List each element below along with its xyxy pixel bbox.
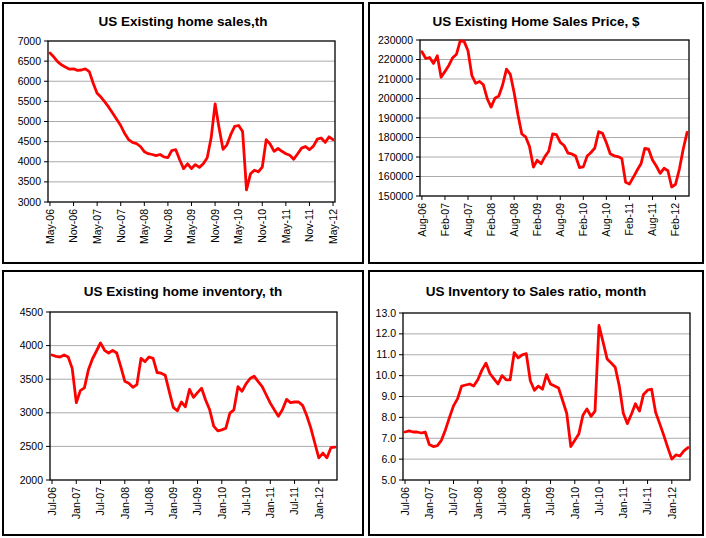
series-line-inventory-to-sales-ratio xyxy=(405,326,688,460)
series-line-existing-home-inventory xyxy=(52,343,335,458)
y-axis-label: 5000 xyxy=(18,115,42,127)
x-axis-label: Jan-09 xyxy=(520,487,532,519)
x-axis-label: Aug-10 xyxy=(600,203,612,237)
y-axis-label: 190000 xyxy=(378,112,413,124)
x-axis-label: Jul-07 xyxy=(447,487,459,516)
x-axis-label: Nov-06 xyxy=(67,209,79,243)
x-axis-label: May-08 xyxy=(138,209,150,244)
panel-existing-home-sales-price: US Existing Home Sales Price, $ 23000022… xyxy=(368,2,704,264)
y-axis-label: 3000 xyxy=(20,406,44,418)
y-axis-label: 150000 xyxy=(378,190,413,202)
y-axis-label: 6500 xyxy=(18,55,42,67)
series-line-existing-home-sales-price xyxy=(422,41,687,187)
y-axis-label: 7.0 xyxy=(381,432,396,444)
x-axis-label: Feb-12 xyxy=(669,203,681,236)
x-axis-label: Jan-08 xyxy=(472,487,484,519)
y-axis-label: 3500 xyxy=(20,373,44,385)
y-axis-label: 2500 xyxy=(20,440,44,452)
x-axis-label: Jan-09 xyxy=(167,487,179,519)
x-axis-label: Feb-10 xyxy=(577,203,589,236)
y-axis-label: 170000 xyxy=(378,151,413,163)
panel-existing-home-inventory: US Existing home inventory, th 450040003… xyxy=(2,270,364,536)
y-axis-label: 180000 xyxy=(378,131,413,143)
y-axis-label: 200000 xyxy=(378,92,413,104)
x-axis-label: Jan-07 xyxy=(423,487,435,519)
x-axis-label: Jan-10 xyxy=(569,487,581,519)
y-axis-label: 3000 xyxy=(18,196,42,208)
y-axis-label: 13.0 xyxy=(376,307,397,319)
x-axis-label: May-10 xyxy=(232,209,244,244)
x-axis-label: Jul-09 xyxy=(544,487,556,516)
housing-charts-figure: US Existing home sales,th 70006500600055… xyxy=(0,0,706,538)
x-axis-label: May-11 xyxy=(280,209,292,243)
chart-canvas-sales: 700065006000550050004500400035003000May-… xyxy=(4,4,362,262)
x-axis-label: Nov-09 xyxy=(209,209,221,243)
x-axis-label: Jul-08 xyxy=(496,487,508,516)
y-axis-label: 7000 xyxy=(18,35,42,47)
y-axis-label: 11.0 xyxy=(376,348,396,360)
chart-canvas-inventory: 4500 4000 3500 3000 2500 2000Jul-06 Jan-07 Jul-… xyxy=(4,272,362,534)
y-axis-label: 2000 xyxy=(20,474,44,486)
y-axis-label: 4000 xyxy=(18,155,42,167)
x-axis-label: Aug-06 xyxy=(416,203,428,237)
x-axis-label: Jul-07 xyxy=(94,487,106,516)
y-axis-label: 210000 xyxy=(378,73,413,85)
chart-canvas-price: 230000 220000 210000 200000 190000 180000 1700… xyxy=(370,4,702,262)
x-axis-label: Feb-09 xyxy=(531,203,543,236)
x-axis-label: Feb-07 xyxy=(439,203,451,236)
y-axis-label: 220000 xyxy=(378,53,413,65)
x-axis-label: Nov-10 xyxy=(256,209,268,243)
y-axis-label: 4000 xyxy=(20,339,44,351)
y-axis-label: 8.0 xyxy=(381,411,396,423)
x-axis-label: Jan-08 xyxy=(119,487,131,519)
x-axis-label: Jul-10 xyxy=(593,487,605,516)
x-axis-label: Aug-11 xyxy=(646,203,658,236)
y-axis-label: 3500 xyxy=(18,175,42,187)
y-axis-label: 230000 xyxy=(378,34,413,46)
y-axis-label: 6.0 xyxy=(381,453,396,465)
y-axis-label: 4500 xyxy=(18,135,42,147)
x-axis-label: Jan-11 xyxy=(264,487,276,518)
x-axis-label: Jul-10 xyxy=(240,487,252,516)
y-axis-label: 5500 xyxy=(18,95,42,107)
x-axis-label: Jul-06 xyxy=(46,487,58,516)
x-axis-label: Jan-12 xyxy=(666,487,678,519)
x-axis-label: Nov-11 xyxy=(303,209,315,242)
x-axis-label: May-12 xyxy=(327,209,339,244)
y-axis-label: 9.0 xyxy=(381,390,396,402)
x-axis-label: Aug-09 xyxy=(554,203,566,237)
x-axis-label: Feb-08 xyxy=(485,203,497,236)
x-axis-label: Jan-11 xyxy=(617,487,629,518)
x-axis-label: Jan-12 xyxy=(313,487,325,519)
y-axis-label: 10.0 xyxy=(376,369,397,381)
x-axis-label: May-07 xyxy=(91,209,103,244)
x-axis-label: Jul-08 xyxy=(143,487,155,516)
x-axis-label: Feb-11 xyxy=(623,203,635,236)
x-axis-label: Jul-06 xyxy=(399,487,411,516)
panel-inventory-to-sales-ratio: US Inventory to Sales ratio, month 13.01… xyxy=(368,270,704,536)
y-axis-label: 12.0 xyxy=(376,327,397,339)
x-axis-label: Nov-08 xyxy=(162,209,174,243)
x-axis-label: Nov-07 xyxy=(115,209,127,243)
x-axis-label: Aug-07 xyxy=(462,203,474,237)
y-axis-label: 5.0 xyxy=(381,474,396,486)
x-axis-label: May-06 xyxy=(44,209,56,244)
x-axis-label: Jan-07 xyxy=(70,487,82,519)
y-axis-label: 6000 xyxy=(18,75,42,87)
y-axis-label: 160000 xyxy=(378,170,413,182)
y-axis-label: 4500 xyxy=(20,306,44,318)
x-axis-label: Aug-08 xyxy=(508,203,520,237)
x-axis-label: Jul-11 xyxy=(641,487,653,515)
x-axis-label: Jul-11 xyxy=(288,487,300,515)
x-axis-label: May-09 xyxy=(185,209,197,244)
panel-existing-home-sales: US Existing home sales,th 70006500600055… xyxy=(2,2,364,264)
x-axis-label: Jul-09 xyxy=(191,487,203,516)
x-axis-label: Jan-10 xyxy=(216,487,228,519)
chart-canvas-ratio: 13.0 12.0 11.0 10.0 9.0 8.0 7.0 6.0 5.0Jul-06 Jan… xyxy=(370,272,702,534)
